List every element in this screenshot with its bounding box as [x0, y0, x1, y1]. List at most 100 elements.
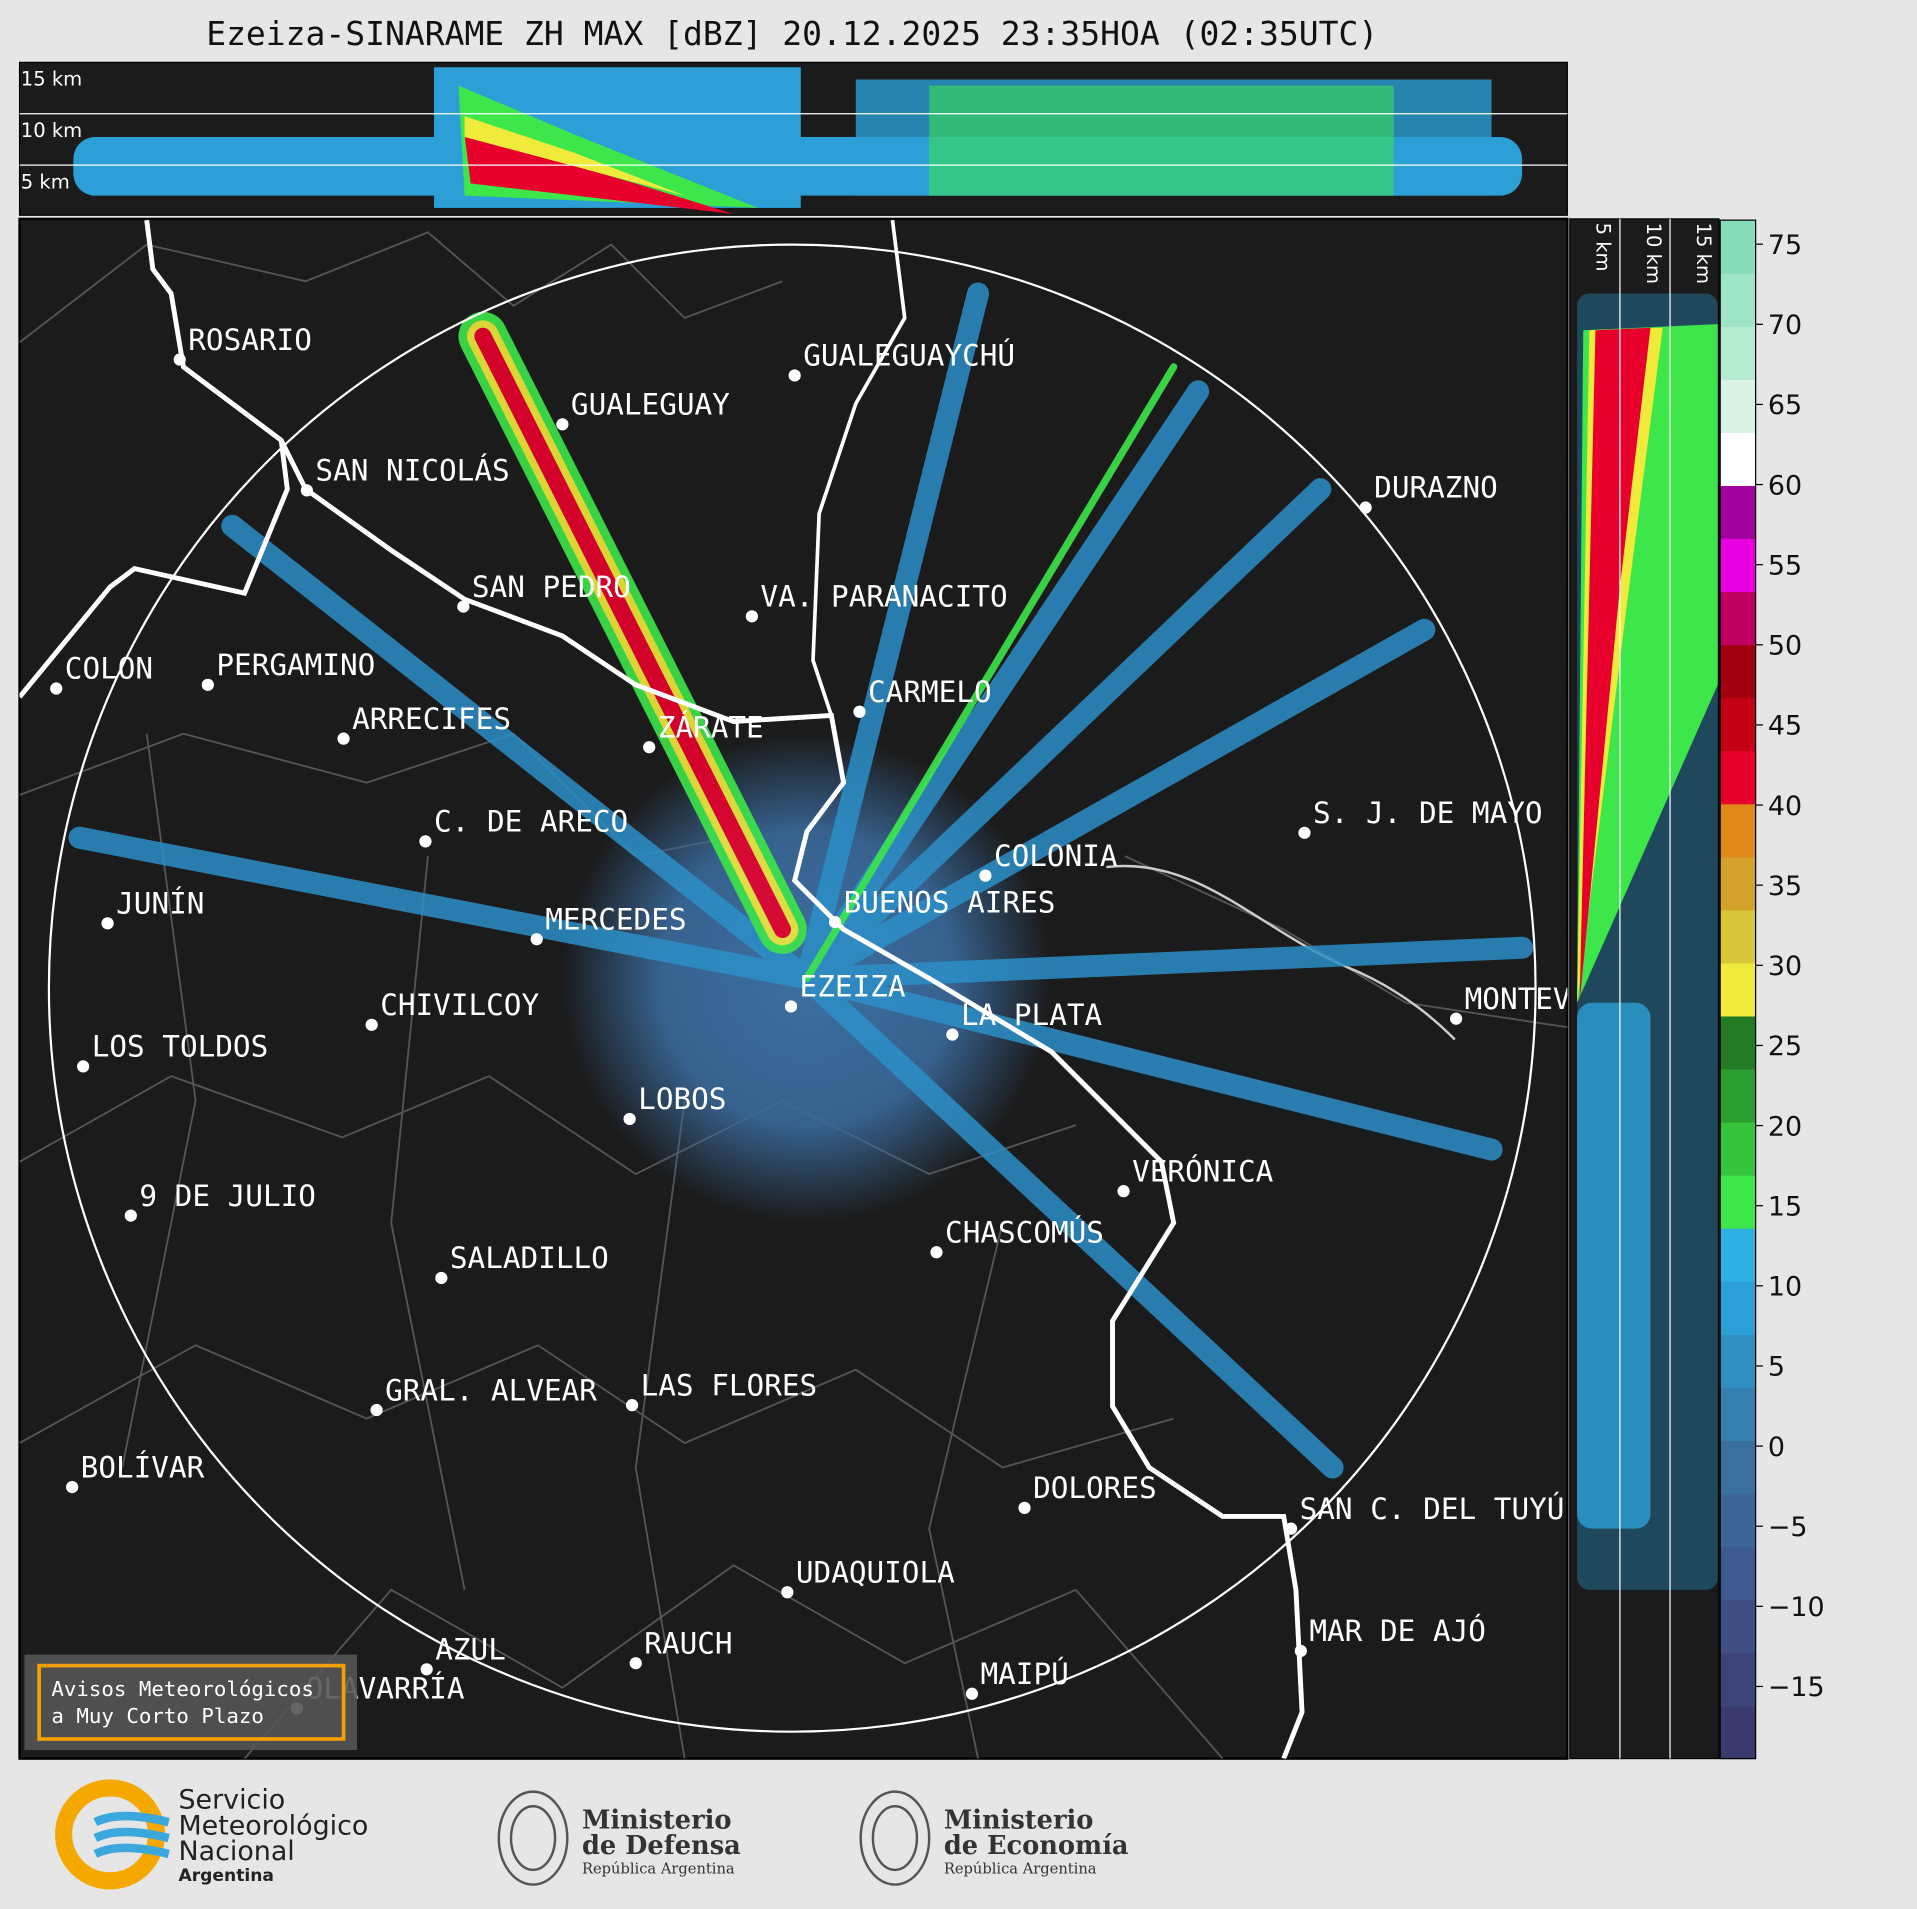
city-label: CARMELO	[868, 675, 992, 709]
logo-text: de Defensa	[582, 1831, 741, 1861]
city-label: SAN NICOLÁS	[315, 453, 509, 488]
city-dot	[788, 369, 801, 382]
colorbar-segment	[1720, 962, 1756, 1017]
colorbar-segment	[1720, 1652, 1756, 1707]
city-label: PERGAMINO	[216, 648, 375, 682]
colorbar-tick-label: 45	[1768, 711, 1802, 742]
colorbar-segment	[1720, 750, 1756, 805]
colorbar-segment	[1720, 220, 1756, 274]
city-label: BUENOS AIRES	[844, 885, 1056, 919]
city-label: GUALEGUAYCHÚ	[803, 337, 1015, 373]
city-dot	[337, 732, 350, 745]
city-label: RAUCH	[644, 1626, 732, 1660]
city-dot	[457, 600, 470, 613]
height-label: 15 km	[1692, 223, 1715, 284]
logo-text: Ministerio	[582, 1805, 732, 1835]
city-label: MONTEVIDEO	[1465, 982, 1642, 1016]
city-label: COLONIA	[994, 839, 1118, 873]
city-label: SAN PEDRO	[472, 570, 631, 604]
colorbar-segment	[1720, 1334, 1756, 1388]
city-label: AZUL	[435, 1633, 506, 1667]
logo-text: Ministerio	[944, 1805, 1094, 1835]
colorbar-segment	[1720, 1015, 1756, 1070]
warning-text[interactable]: Avisos Meteorológicos	[51, 1677, 314, 1701]
height-label: 10 km	[1642, 223, 1665, 284]
city-label: UDAQUIOLA	[796, 1555, 955, 1589]
city-dot	[781, 1586, 794, 1599]
logo-text: Servicio	[178, 1785, 285, 1816]
colorbar-segment	[1720, 432, 1756, 486]
colorbar-tick-label: 30	[1768, 951, 1802, 982]
colorbar-tick-label: 20	[1768, 1111, 1802, 1142]
colorbar-tick-label: 0	[1768, 1432, 1785, 1463]
city-label: LOBOS	[638, 1082, 726, 1116]
colorbar-tick-label: −5	[1768, 1512, 1808, 1543]
colorbar-segment	[1720, 379, 1756, 433]
colorbar-segment	[1720, 1546, 1756, 1601]
range-ring	[47, 243, 1537, 1733]
colorbar-tick-label: 50	[1768, 631, 1802, 662]
city-dot	[173, 353, 186, 366]
top-echoes	[73, 67, 1523, 215]
colorbar-segment	[1720, 909, 1756, 964]
city-dot	[979, 869, 992, 882]
colorbar-segment	[1720, 485, 1756, 540]
city-dot	[365, 1018, 378, 1031]
city-label: BOLÍVAR	[81, 1449, 205, 1484]
logo-text: República Argentina	[582, 1861, 735, 1878]
city-dot	[946, 1028, 959, 1041]
city-label: CHASCOMÚS	[945, 1213, 1104, 1249]
colorbar-segment	[1720, 803, 1756, 858]
city-label: ROSARIO	[188, 323, 312, 357]
height-label: 5 km	[1592, 223, 1615, 272]
colorbar-tick-label: −10	[1768, 1592, 1825, 1623]
colorbar-segment	[1720, 1599, 1756, 1654]
city-dot	[1449, 1012, 1463, 1025]
city-label: GUALEGUAY	[571, 388, 730, 422]
colorbar-segment	[1720, 1068, 1756, 1123]
city-dot	[124, 1209, 137, 1222]
colorbar-segment	[1720, 697, 1756, 752]
city-dot	[370, 1403, 383, 1417]
city-label: SALADILLO	[450, 1241, 609, 1275]
city-dot	[625, 1399, 639, 1412]
city-dot	[1284, 1522, 1298, 1535]
logo-text: Argentina	[178, 1866, 273, 1886]
warning-box[interactable]	[37, 1663, 346, 1741]
logo-text: Meteorológico	[178, 1810, 368, 1841]
colorbar-segment	[1720, 1228, 1756, 1282]
colorbar-tick-label: 15	[1768, 1191, 1802, 1222]
city-dot	[623, 1112, 636, 1126]
city-dot	[930, 1246, 943, 1259]
city-dot	[745, 610, 758, 623]
colorbar-tick-label: −15	[1768, 1672, 1825, 1703]
city-dot	[77, 1060, 90, 1073]
colorbar-frame	[1719, 219, 1757, 1760]
city-dot	[50, 682, 63, 695]
colorbar-tick-label: 70	[1768, 310, 1802, 341]
city-label: DOLORES	[1033, 1471, 1157, 1505]
city-label: CHIVILCOY	[380, 988, 539, 1022]
logo-text: Nacional	[178, 1836, 294, 1867]
city-label: EZEIZA	[800, 970, 906, 1004]
city-dot	[101, 917, 114, 930]
city-dot	[1117, 1185, 1130, 1198]
city-dot	[1359, 501, 1372, 514]
city-label: 9 DE JULIO	[139, 1179, 316, 1213]
colorbar-segment	[1720, 326, 1756, 380]
city-label: LOS TOLDOS	[92, 1030, 269, 1064]
city-label: GRAL. ALVEAR	[385, 1373, 597, 1407]
title: Ezeiza-SINARAME ZH MAX [dBZ] 20.12.2025 …	[206, 14, 1378, 53]
height-label: 10 km	[21, 119, 82, 142]
colorbar-segment	[1720, 591, 1756, 646]
city-dot	[300, 484, 313, 497]
colorbar-segment	[1720, 644, 1756, 699]
colorbar-segment	[1720, 1493, 1756, 1547]
warning-text[interactable]: a Muy Corto Plazo	[51, 1704, 264, 1728]
city-dot	[556, 418, 569, 431]
city-label: DURAZNO	[1374, 471, 1498, 505]
city-dot	[828, 915, 842, 929]
colorbar: −15 −10 −5 0 5 10 15 20 25 30 35 40 45 50 55 60 65 70 75	[1719, 219, 1825, 1760]
border	[19, 439, 290, 699]
colorbar-tick-label: 75	[1768, 230, 1802, 261]
